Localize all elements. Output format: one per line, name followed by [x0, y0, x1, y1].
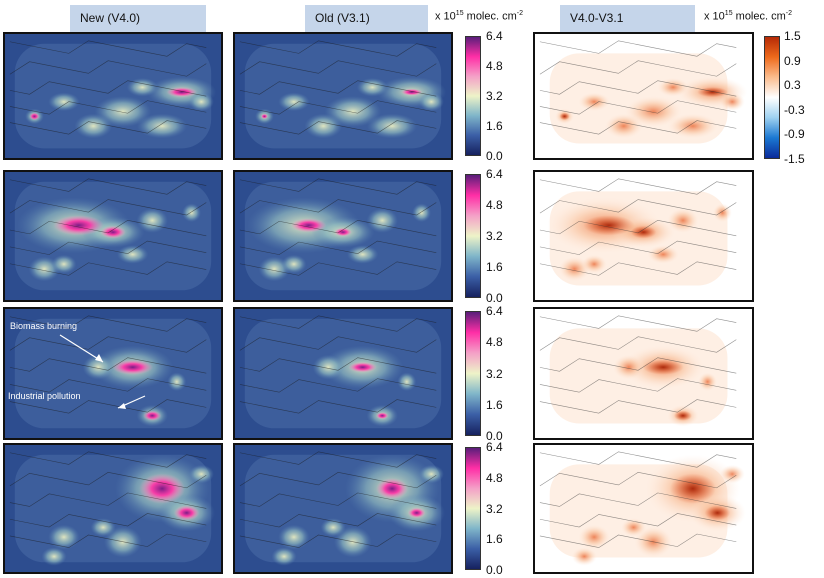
- map-diff-europe: [533, 170, 754, 302]
- header-diff: V4.0-V3.1: [560, 5, 695, 32]
- map-new-europe: [3, 170, 223, 302]
- colorbar-tick-diff: -0.3: [784, 102, 805, 117]
- map-new-united-states: [3, 32, 223, 160]
- colorbar-tick-diff: 1.5: [784, 29, 801, 43]
- colorbar-tick-abs: 1.6: [486, 260, 503, 274]
- map-old-asia: [233, 443, 453, 574]
- map-new-asia: [3, 443, 223, 574]
- colorbar-absolute: [465, 311, 481, 436]
- header-old: Old (V3.1): [305, 5, 428, 32]
- colorbar-absolute: [465, 447, 481, 570]
- colorbar-tick-abs: 3.2: [486, 229, 503, 243]
- colorbar-absolute: [465, 36, 481, 156]
- colorbar-tick-abs: 0.0: [486, 149, 503, 163]
- colorbar-difference: [764, 36, 780, 159]
- colorbar-tick-abs: 0.0: [486, 563, 503, 577]
- map-diff-africa: [533, 307, 754, 440]
- colorbar-tick-abs: 6.4: [486, 29, 503, 43]
- colorbar-tick-abs: 1.6: [486, 119, 503, 133]
- colorbar-absolute: [465, 174, 481, 298]
- unit-label-diff: x 1015 molec. cm-2: [704, 10, 793, 23]
- map-diff-united-states: [533, 32, 754, 160]
- annotation-biomass-burning: Biomass burning: [10, 321, 78, 331]
- header-new: New (V4.0): [70, 5, 206, 32]
- colorbar-tick-abs: 1.6: [486, 532, 503, 547]
- colorbar-tick-abs: 0.0: [486, 291, 503, 305]
- annotation-industrial-pollution: Industrial pollution: [8, 391, 81, 401]
- colorbar-tick-diff: -0.9: [784, 127, 805, 142]
- colorbar-tick-abs: 6.4: [486, 440, 503, 454]
- colorbar-tick-abs: 3.2: [486, 89, 503, 103]
- colorbar-tick-abs: 4.8: [486, 198, 503, 212]
- colorbar-tick-abs: 6.4: [486, 167, 503, 181]
- map-old-europe: [233, 170, 453, 302]
- colorbar-tick-abs: 6.4: [486, 304, 503, 318]
- colorbar-tick-abs: 3.2: [486, 366, 503, 381]
- colorbar-tick-diff: 0.3: [784, 78, 801, 93]
- map-old-africa: [233, 307, 453, 440]
- colorbar-tick-abs: 4.8: [486, 59, 503, 73]
- unit-label-abs: x 1015 molec. cm-2: [435, 10, 524, 23]
- colorbar-tick-abs: 4.8: [486, 470, 503, 485]
- map-old-united-states: [233, 32, 453, 160]
- colorbar-tick-diff: -1.5: [784, 152, 805, 166]
- colorbar-tick-abs: 4.8: [486, 335, 503, 350]
- map-diff-asia: [533, 443, 754, 574]
- colorbar-tick-abs: 1.6: [486, 397, 503, 412]
- colorbar-tick-abs: 0.0: [486, 429, 503, 443]
- colorbar-tick-diff: 0.9: [784, 53, 801, 68]
- colorbar-tick-abs: 3.2: [486, 501, 503, 516]
